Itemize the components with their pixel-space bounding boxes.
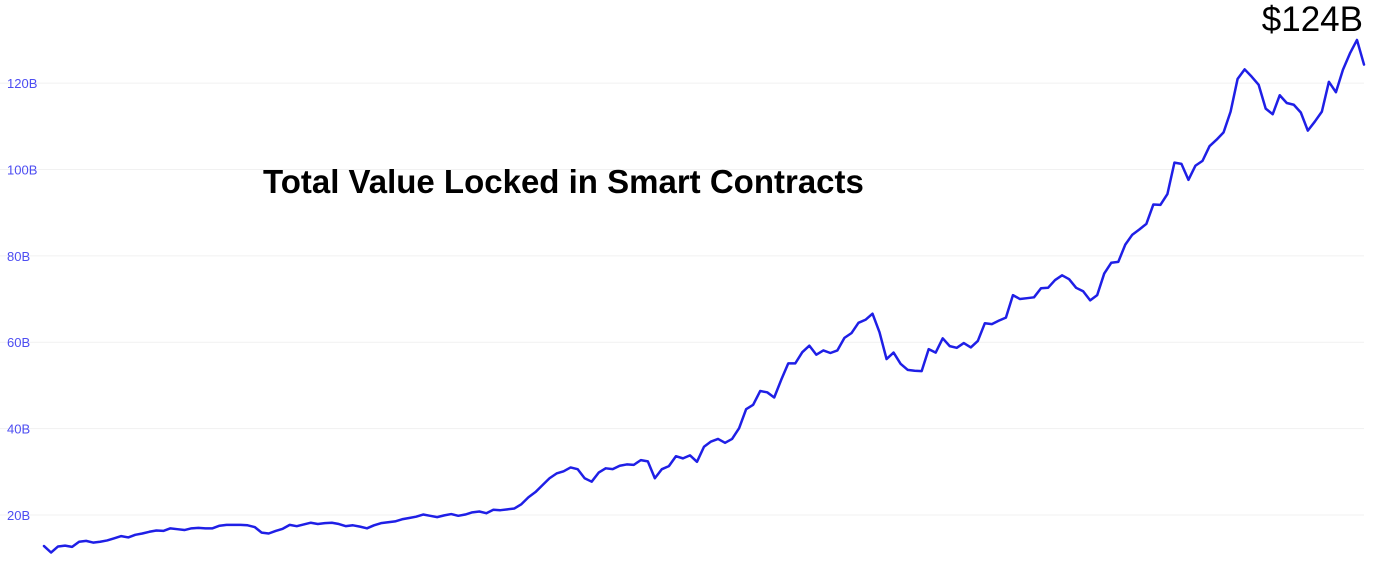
chart-title: Total Value Locked in Smart Contracts bbox=[263, 163, 864, 200]
y-axis-tick-labels: 20B 40B 60B 80B 100B 120B bbox=[7, 76, 37, 523]
y-tick-label: 40B bbox=[7, 422, 30, 437]
gridlines bbox=[0, 82, 1364, 516]
y-tick-label: 80B bbox=[7, 249, 30, 264]
y-tick-label: 20B bbox=[7, 508, 30, 523]
y-tick-label: 60B bbox=[7, 335, 30, 350]
tvl-series-line bbox=[42, 38, 1366, 554]
y-tick-label: 120B bbox=[7, 76, 37, 91]
y-tick-label: 100B bbox=[7, 163, 37, 178]
latest-value-label: $124B bbox=[1262, 0, 1363, 39]
